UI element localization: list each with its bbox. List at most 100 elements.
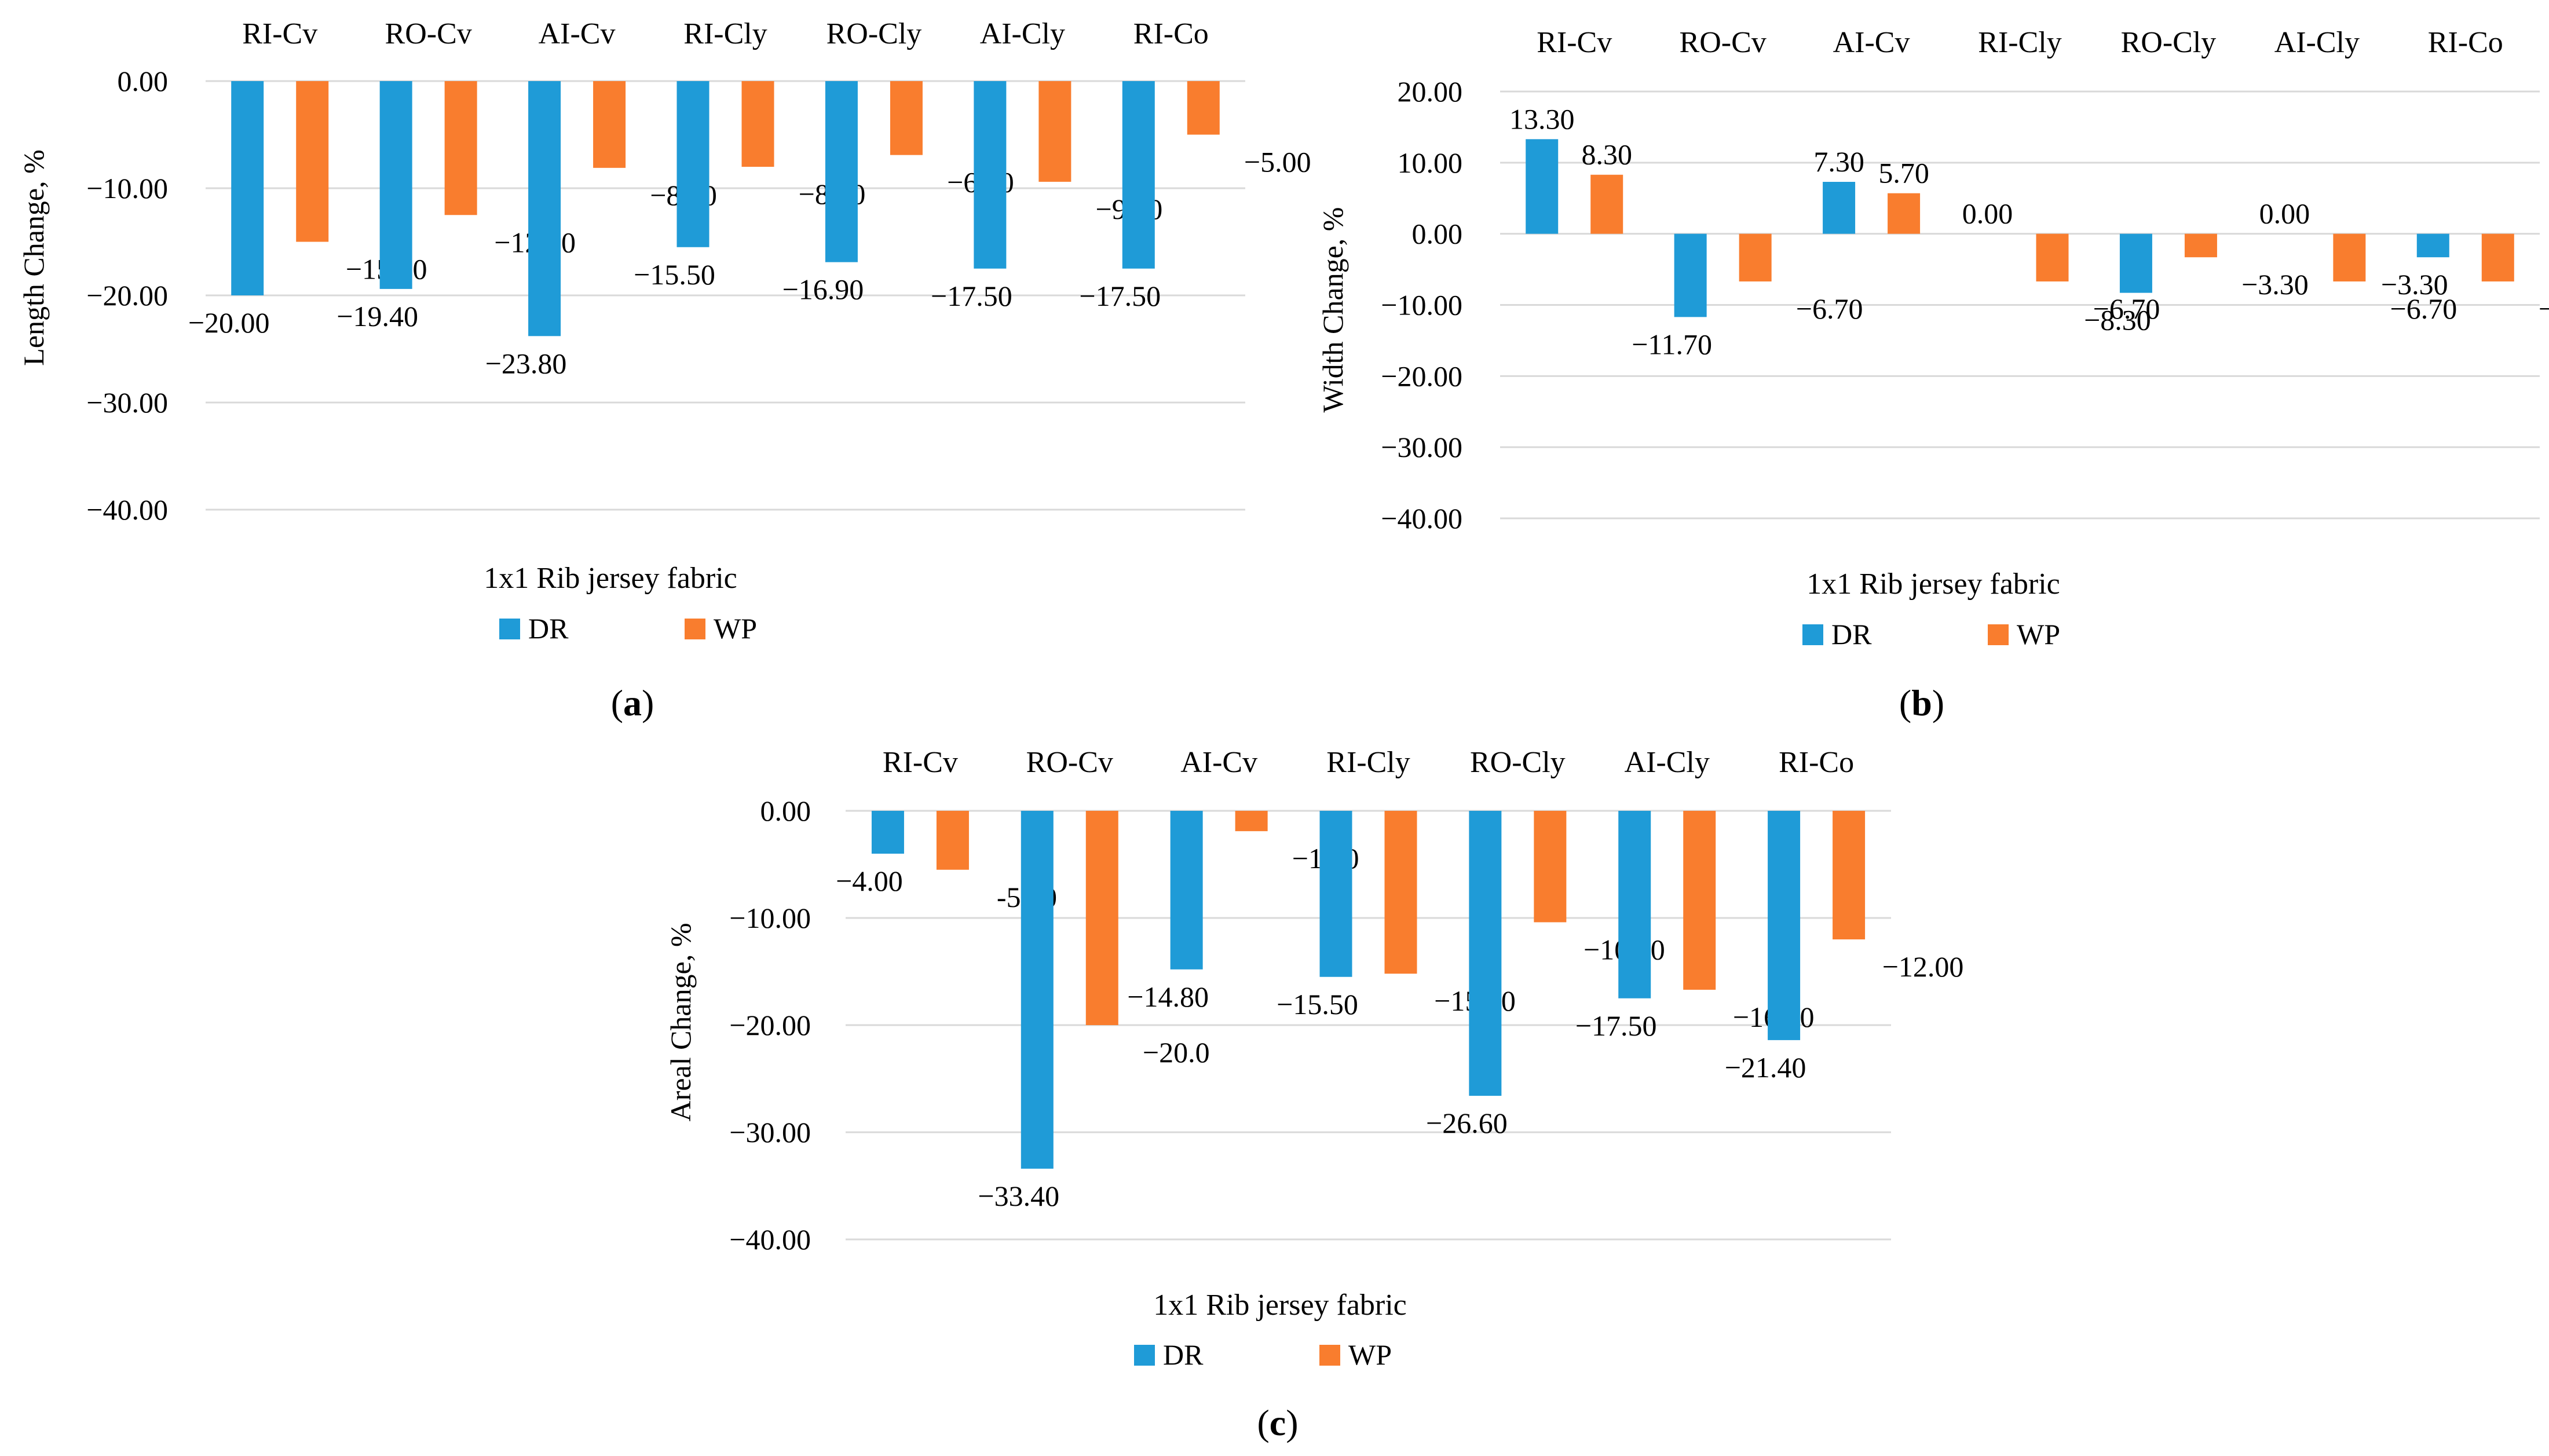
- panel-c-category-label: RI-Co: [1779, 746, 1854, 779]
- panel-a-ytick-label: −10.00: [86, 172, 168, 204]
- panel-a-bar-dr: [974, 81, 1007, 269]
- panel-a-data-label-dr: −15.50: [634, 258, 715, 291]
- panel-b-bar-dr: [1526, 139, 1559, 234]
- panel-c-category-label: AI-Cv: [1180, 746, 1257, 779]
- panel-b-ytick-label: −30.00: [1381, 431, 1462, 463]
- panel-c-legend-wp: WP: [1348, 1338, 1392, 1371]
- panel-c-xlabel: 1x1 Rib jersey fabric: [1153, 1289, 1407, 1322]
- panel-a-bar-dr: [676, 81, 710, 247]
- panel-b-data-label-wp: −6.70: [1796, 292, 1863, 325]
- panel-a-data-label-dr: −23.80: [485, 347, 567, 379]
- panel-b-category-label: RI-Co: [2428, 26, 2503, 59]
- panel-a-bar-dr: [231, 81, 264, 295]
- panel-a-bar-wp: [593, 81, 626, 168]
- panel-c-plot: 0.00−10.00−20.00−30.00−40.00RI-Cv−4.00-5…: [729, 746, 1963, 1256]
- panel-a: Length Change, % 1x1 Rib jersey fabric D…: [17, 149, 757, 723]
- panel-b-legend-dr-swatch: [1802, 624, 1823, 645]
- panel-a-legend-wp-swatch: [685, 619, 705, 639]
- panel-b-ytick-label: −40.00: [1381, 502, 1462, 535]
- panel-a-bar-wp: [1038, 81, 1071, 182]
- panel-a-bar-wp: [444, 81, 477, 215]
- panel-b-bar-wp: [1739, 233, 1772, 281]
- panel-a-category-label: RI-Cly: [683, 17, 767, 50]
- panel-b-bar-dr: [1674, 233, 1707, 317]
- panel-a-ytick-label: −40.00: [86, 493, 168, 526]
- panel-c-data-label-dr: −33.40: [978, 1180, 1059, 1212]
- panel-a-data-label-dr: −20.00: [188, 306, 270, 339]
- panel-c: Areal Change, % 1x1 Rib jersey fabric DR…: [664, 923, 1407, 1443]
- panel-b-ytick-label: −20.00: [1381, 360, 1462, 392]
- panel-b-data-label-dr: −8.30: [2084, 304, 2151, 336]
- panel-c-bar-wp: [1085, 811, 1118, 1025]
- panel-b-bar-wp: [2333, 233, 2366, 281]
- panel-b-ytick-label: −10.00: [1381, 289, 1462, 321]
- panel-a-ytick-label: −20.00: [86, 279, 168, 312]
- panel-b-category-label: RO-Cv: [1680, 26, 1767, 59]
- panel-b-plot: 20.00 10.00 0.00 −10.00 −20.00 −30.00 −40.00 RI…: [1381, 26, 2549, 535]
- panel-c-data-label-dr: −21.40: [1725, 1051, 1806, 1084]
- panel-b-xlabel: 1x1 Rib jersey fabric: [1806, 568, 2060, 601]
- panel-a-category-label: AI-Cv: [539, 17, 616, 50]
- panel-b-data-label-dr: 0.00: [1962, 197, 2013, 230]
- panel-b-label: (b): [1899, 682, 1944, 723]
- panel-c-data-label-dr: −15.50: [1277, 988, 1358, 1020]
- panel-b-bar-wp: [2184, 233, 2217, 258]
- panel-b-data-label-dr: 0.00: [2259, 197, 2310, 230]
- panel-c-bar-wp: [1384, 811, 1417, 974]
- panel-b-bar-wp: [1888, 193, 1921, 234]
- panel-b-ytick-label: 0.00: [1412, 218, 1463, 250]
- panel-c-bar-dr: [871, 811, 904, 854]
- panel-b-data-label-wp: −6.70: [2390, 292, 2457, 325]
- panel-a-data-label-dr: −19.40: [337, 300, 418, 332]
- panel-c-category-label: AI-Cly: [1625, 746, 1710, 779]
- panel-a-legend-wp: WP: [714, 612, 757, 645]
- panel-a-ytick-label: −30.00: [86, 386, 168, 419]
- panel-b-category-label: AI-Cv: [1833, 26, 1910, 59]
- panel-a-category-label: AI-Cly: [980, 17, 1065, 50]
- panel-b: Width Change, % 1x1 Rib jersey fabric DR…: [1316, 207, 2060, 723]
- panel-c-ytick-label: 0.00: [760, 795, 811, 827]
- panel-b-bar-wp: [2036, 233, 2069, 281]
- panel-a-bar-dr: [1122, 81, 1155, 269]
- panel-c-category-label: RI-Cly: [1326, 746, 1410, 779]
- panel-b-bar-wp: [2481, 233, 2514, 281]
- panel-c-bar-wp: [936, 811, 969, 870]
- panel-b-bar-dr: [1823, 181, 1856, 234]
- panel-a-ylabel: Length Change, %: [17, 149, 50, 366]
- panel-c-data-label-dr: −17.50: [1575, 1009, 1657, 1042]
- panel-c-legend-dr: DR: [1163, 1338, 1204, 1371]
- panel-c-data-label-dr: −26.60: [1426, 1107, 1508, 1139]
- panel-b-bar-dr: [2416, 233, 2449, 258]
- panel-c-bar-dr: [1768, 811, 1801, 1040]
- panel-c-ylabel: Areal Change, %: [664, 923, 697, 1122]
- panel-a-data-label-dr: −17.50: [1079, 280, 1161, 312]
- panel-c-data-label-dr: −4.00: [836, 865, 903, 897]
- panel-a-bar-wp: [296, 81, 329, 242]
- panel-c-data-label-wp: −12.00: [1882, 950, 1964, 983]
- panel-a-data-label-dr: −17.50: [931, 280, 1012, 312]
- panel-b-data-label-dr: −3.30: [2381, 268, 2448, 301]
- panel-c-category-label: RO-Cly: [1470, 746, 1566, 779]
- panel-a-ytick-label: 0.00: [118, 65, 169, 97]
- panel-c-bar-wp: [1534, 811, 1567, 923]
- panel-c-bar-dr: [1618, 811, 1651, 998]
- panel-b-data-label-wp: 8.30: [1581, 138, 1632, 171]
- panel-a-bar-dr: [825, 81, 858, 262]
- panel-c-legend-dr-swatch: [1134, 1345, 1155, 1366]
- panel-b-data-label-wp: −6.70: [2093, 292, 2160, 325]
- panel-b-category-label: RO-Cly: [2121, 26, 2217, 59]
- panel-a-bar-dr: [528, 81, 561, 336]
- panel-c-bar-dr: [1469, 811, 1502, 1096]
- panel-b-data-label-dr: 13.30: [1509, 103, 1575, 135]
- panel-a-category-label: RI-Co: [1133, 17, 1209, 50]
- panel-b-bar-wp: [1590, 174, 1623, 234]
- panel-a-label: (a): [611, 682, 654, 723]
- panel-a-bar-wp: [1187, 81, 1220, 135]
- panel-b-data-label-wp: −3.30: [2241, 268, 2309, 301]
- panel-c-legend-wp-swatch: [1319, 1345, 1340, 1366]
- panel-c-bar-wp: [1683, 811, 1716, 990]
- panel-c-bar-dr: [1170, 811, 1203, 970]
- panel-c-ytick-label: −40.00: [729, 1223, 811, 1256]
